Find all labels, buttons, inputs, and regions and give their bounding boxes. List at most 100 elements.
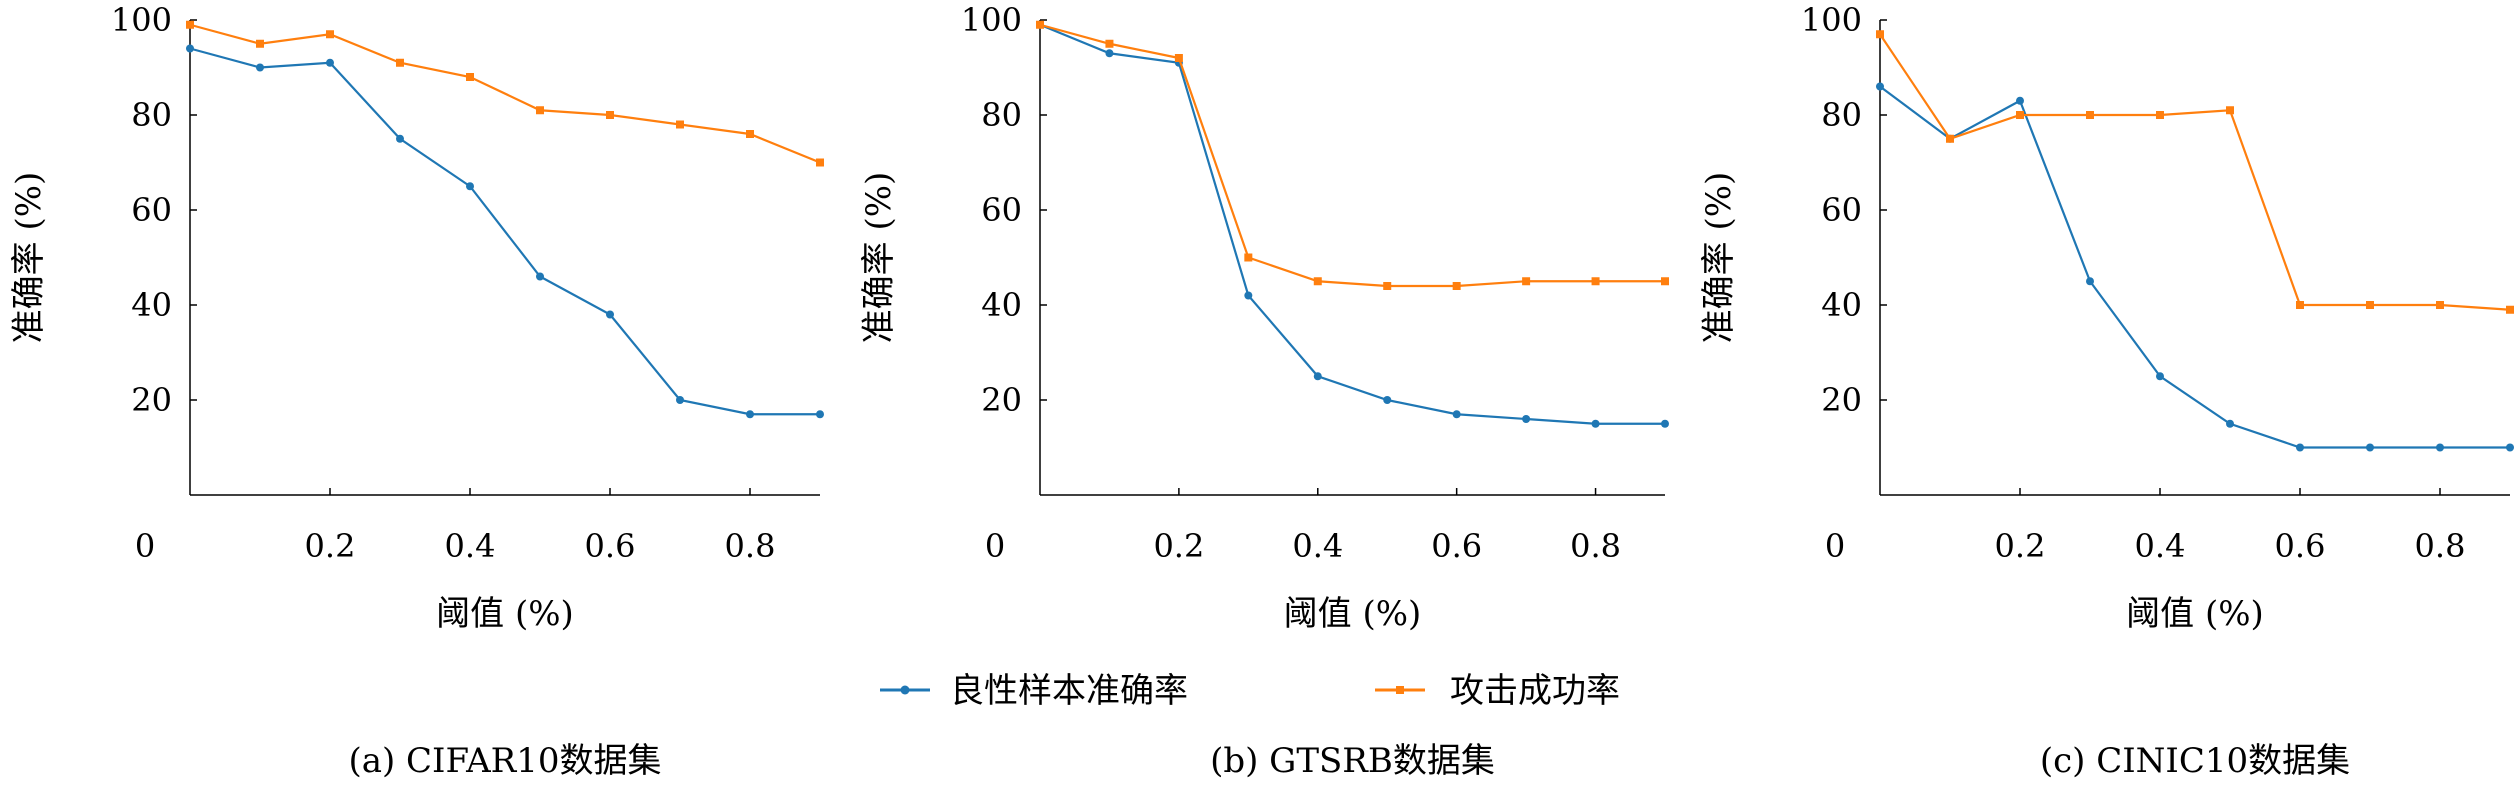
data-point [1174, 54, 1183, 62]
x-tick-label: 0.6 [2275, 527, 2326, 565]
data-point [1522, 415, 1531, 423]
chart-panel-2: 20 40 60 80 100 0 0.2 0.4 0.6 0.8 阈值 (%) 准确率 (%) (b)… [859, 1, 1669, 781]
series-line [1879, 85, 2510, 449]
data-point [1452, 282, 1461, 290]
series-attack [1876, 30, 2514, 314]
data-point [256, 63, 264, 72]
data-point [1244, 253, 1253, 262]
x-tick-label: 0.4 [1292, 527, 1343, 565]
chart-caption: (a) CIFAR10数据集 [348, 741, 661, 781]
legend-attack-label: 攻击成功率 [1450, 671, 1620, 711]
data-point [606, 111, 614, 119]
x-tick-label: 0.8 [2415, 527, 2466, 565]
y-tick-label: 60 [981, 191, 1022, 229]
data-point [2366, 301, 2374, 309]
x-tick-label: 0.6 [585, 527, 636, 565]
y-tick-label: 80 [131, 96, 172, 134]
x-tick-label: 0.2 [1995, 527, 2046, 565]
data-point [2086, 277, 2094, 286]
chart-panel-1: 20 40 60 80 100 0 0.2 0.4 0.6 0.8 阈值 (%) 准确率 (%) (a)… [9, 1, 824, 781]
data-point [1313, 372, 1322, 381]
data-point [1244, 291, 1253, 300]
data-point [2226, 106, 2234, 115]
series-line [1039, 23, 1665, 425]
data-point [396, 134, 404, 143]
y-tick-label: 20 [131, 381, 172, 419]
series-benign [1036, 20, 1669, 428]
legend-benign-marker [900, 685, 910, 695]
series-benign [186, 44, 824, 419]
legend: 良性样本准确率 攻击成功率 [880, 671, 1620, 711]
data-point [2016, 96, 2024, 105]
data-point [1105, 39, 1114, 48]
data-point [1452, 410, 1461, 419]
y-axis-label: 准确率 (%) [9, 172, 49, 344]
series-line [1879, 33, 2511, 311]
data-point [2086, 111, 2094, 119]
y-axis-label: 准确率 (%) [1699, 172, 1739, 344]
legend-attack-marker [1396, 686, 1404, 694]
y-tick-label: 100 [111, 1, 172, 39]
y-tick-label: 40 [131, 286, 172, 324]
x-tick-label: 0.8 [1570, 527, 1621, 565]
series-line [1039, 23, 1665, 288]
x-tick-label: 0 [1825, 527, 1845, 565]
series-attack [1036, 20, 1669, 290]
chart-panel-3: 20 40 60 80 100 0 0.2 0.4 0.6 0.8 阈值 (%) 准确率 (%) (c)… [1699, 1, 2514, 781]
data-point [1313, 277, 1322, 286]
data-point [1522, 277, 1531, 286]
data-point [676, 120, 684, 129]
legend-benign-label: 良性样本准确率 [950, 671, 1188, 711]
data-point [676, 396, 684, 404]
y-tick-label: 80 [1821, 96, 1862, 134]
data-point [1591, 419, 1600, 428]
x-axis-label: 阈值 (%) [436, 594, 574, 634]
data-point [466, 182, 474, 191]
x-axis-label: 阈值 (%) [1284, 594, 1422, 634]
y-tick-label: 20 [1821, 381, 1862, 419]
data-point [1383, 396, 1392, 404]
data-point [1383, 282, 1392, 290]
y-tick-label: 60 [1821, 191, 1862, 229]
data-point [2296, 443, 2304, 452]
data-point [1591, 277, 1600, 286]
data-point [396, 58, 404, 67]
chart-caption: (c) CINIC10数据集 [2040, 741, 2350, 781]
data-point [326, 30, 334, 39]
data-point [2436, 301, 2444, 309]
y-tick-label: 40 [1821, 286, 1862, 324]
x-axis-label: 阈值 (%) [2126, 594, 2264, 634]
data-point [2016, 111, 2024, 119]
x-tick-label: 0.6 [1431, 527, 1482, 565]
data-point [2436, 443, 2444, 452]
series-benign [1876, 82, 2514, 452]
data-point [1661, 419, 1669, 428]
data-point [1946, 134, 1954, 143]
data-point [1876, 82, 1884, 91]
data-point [256, 39, 264, 48]
data-point [606, 310, 614, 319]
y-tick-label: 80 [981, 96, 1022, 134]
data-point [746, 130, 754, 138]
data-point [1036, 20, 1044, 29]
data-point [746, 410, 754, 419]
x-tick-label: 0.2 [305, 527, 356, 565]
x-tick-label: 0.8 [725, 527, 776, 565]
data-point [816, 158, 824, 167]
y-tick-label: 60 [131, 191, 172, 229]
x-tick-label: 0.2 [1153, 527, 1204, 565]
panels: 20 40 60 80 100 0 0.2 0.4 0.6 0.8 阈值 (%) 准确率 (%) (a)… [9, 1, 2514, 781]
data-point [186, 44, 194, 53]
data-point [2366, 443, 2374, 452]
data-point [536, 106, 544, 115]
data-point [2506, 305, 2514, 314]
data-point [2226, 419, 2234, 428]
data-point [326, 58, 334, 67]
series-line [189, 47, 820, 416]
series-line [189, 23, 821, 164]
data-point [466, 73, 474, 81]
data-point [2296, 301, 2304, 309]
data-point [816, 410, 824, 419]
data-point [1105, 49, 1114, 58]
